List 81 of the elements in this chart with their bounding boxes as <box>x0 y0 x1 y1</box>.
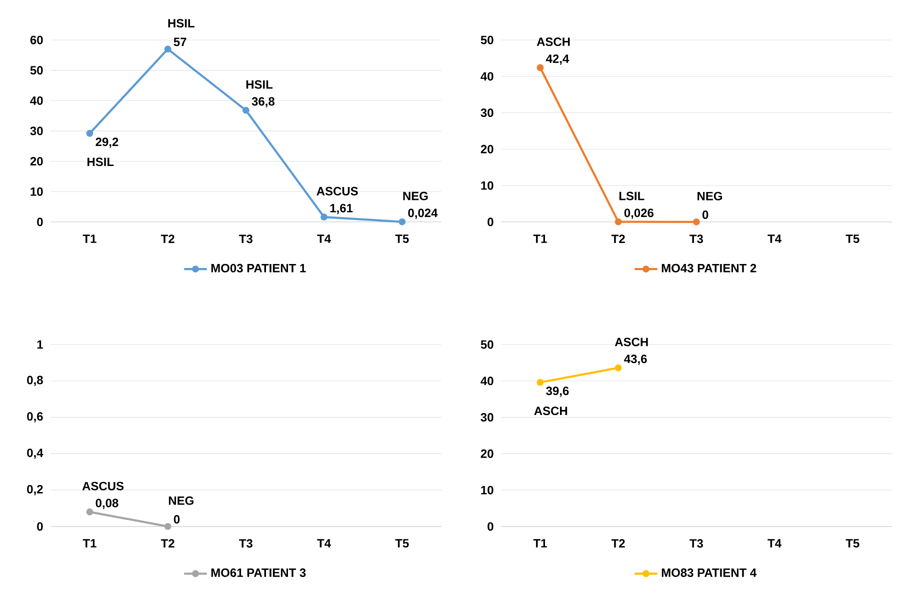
annotation: ASCH <box>614 338 648 346</box>
x-tick-label: T2 <box>611 234 625 243</box>
annotation: HSIL <box>88 158 114 166</box>
y-tick-label: 30 <box>30 126 43 136</box>
legend-label: MO03 PATIENT 1 <box>211 264 306 272</box>
x-tick-label: T1 <box>533 234 547 243</box>
x-tick-label: T3 <box>239 539 252 548</box>
legend-label: MO43 PATIENT 2 <box>662 264 756 272</box>
x-tick-label: T3 <box>690 234 703 244</box>
annotation: ASCH <box>536 37 570 46</box>
x-tick-label: T4 <box>768 234 782 243</box>
x-tick-label: T1 <box>82 234 96 243</box>
annotation: HSIL <box>168 18 194 28</box>
x-tick-label: T5 <box>846 539 860 548</box>
point <box>398 218 406 226</box>
point <box>86 130 94 137</box>
y-tick-label: 50 <box>480 36 494 44</box>
point <box>242 106 250 114</box>
y-tick-label: 10 <box>481 181 494 190</box>
y-tick-label: 0 <box>37 522 43 531</box>
y-tick-label: 10 <box>481 486 494 494</box>
y-tick-label: 0,6 <box>27 412 43 422</box>
point <box>320 214 328 220</box>
y-tick-label: 30 <box>480 412 494 422</box>
y-tick-label: 10 <box>30 187 43 196</box>
annotation: ASCUS <box>316 186 358 196</box>
x-tick-label: T3 <box>239 234 252 244</box>
data-label: 0,026 <box>624 208 654 219</box>
x-tick-label: T2 <box>160 234 174 243</box>
x-tick-label: T5 <box>846 234 860 243</box>
data-label: 0,024 <box>408 208 438 219</box>
point <box>164 46 172 52</box>
annotation: LSIL <box>619 192 644 200</box>
x-tick-label: T3 <box>690 539 703 548</box>
y-tick-label: 50 <box>480 340 494 349</box>
point <box>692 218 700 226</box>
y-tick-label: 1 <box>37 340 43 349</box>
data-label: 0,08 <box>96 498 118 509</box>
x-tick-label: T5 <box>395 234 409 243</box>
y-tick-label: 0,2 <box>27 484 43 496</box>
data-label: 43,6 <box>624 354 647 365</box>
x-tick-label: T1 <box>533 539 547 548</box>
legend-label: MO83 PATIENT 4 <box>662 568 757 577</box>
data-label: 29,2 <box>96 138 118 148</box>
legend-label: MO61 PATIENT 3 <box>211 568 306 577</box>
point <box>614 218 622 226</box>
y-tick-label: 0,8 <box>27 376 43 386</box>
x-tick-label: T4 <box>317 539 331 548</box>
y-tick-label: 40 <box>480 376 494 386</box>
y-tick-label: 40 <box>480 72 494 81</box>
x-tick-label: T2 <box>611 539 625 548</box>
y-tick-label: 60 <box>30 36 43 44</box>
x-tick-label: T2 <box>160 539 174 548</box>
annotation: NEG <box>698 192 722 200</box>
y-tick-label: 20 <box>30 156 43 166</box>
annotation: NEG <box>403 192 428 200</box>
data-label: 42,4 <box>546 54 570 65</box>
y-tick-label: 0 <box>488 522 494 531</box>
annotation: NEG <box>168 496 194 505</box>
data-label: 57 <box>174 38 186 46</box>
x-tick-label: T4 <box>768 539 782 548</box>
y-tick-label: 30 <box>480 108 494 117</box>
x-tick-label: T4 <box>317 234 331 243</box>
data-label: 36,8 <box>252 97 275 108</box>
y-tick-label: 0 <box>488 218 494 226</box>
data-label: 0 <box>174 514 180 524</box>
y-tick-label: 0,4 <box>27 448 44 459</box>
x-tick-label: T1 <box>82 539 96 548</box>
annotation: ASCUS <box>82 482 124 490</box>
y-tick-label: 0 <box>37 218 43 226</box>
data-label: 39,6 <box>546 386 569 397</box>
y-tick-label: 20 <box>480 144 494 154</box>
annotation: HSIL <box>246 80 273 89</box>
data-label: 0 <box>702 210 708 219</box>
y-tick-label: 40 <box>30 96 43 105</box>
y-tick-label: 50 <box>30 66 43 75</box>
y-tick-label: 20 <box>480 449 494 458</box>
x-tick-label: T5 <box>395 539 409 548</box>
annotation: ASCH <box>534 406 568 416</box>
point <box>536 64 544 72</box>
data-label: 1,61 <box>330 204 353 214</box>
